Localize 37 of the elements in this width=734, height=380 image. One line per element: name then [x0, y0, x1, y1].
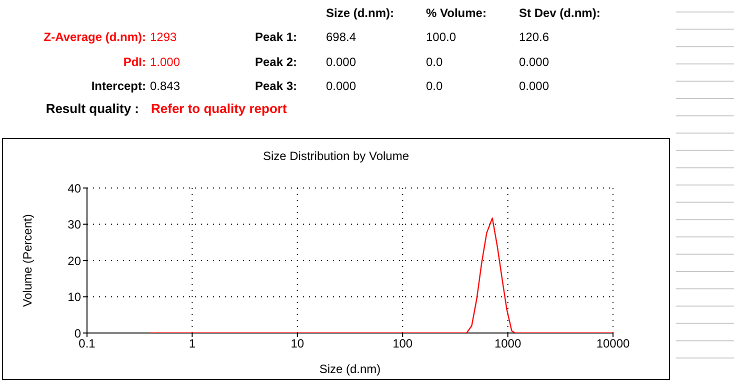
text: 1.000 — [150, 55, 180, 69]
chart-title: Size Distribution by Volume — [262, 149, 410, 163]
x-tick-label: 100 — [392, 336, 413, 351]
text: 0.000 — [326, 55, 356, 69]
text: 0.000 — [519, 55, 550, 69]
text: 698.4 — [326, 30, 356, 44]
y-tick-label: 10 — [68, 290, 82, 304]
text: Intercept: — [91, 79, 146, 93]
text: 100.0 — [426, 30, 456, 44]
x-tick-label: 1 — [188, 336, 196, 351]
text: St Dev (d.nm): — [519, 6, 600, 20]
y-tick-label: 20 — [68, 254, 82, 268]
text: % Volume: — [426, 6, 486, 20]
text: 0.0 — [426, 79, 443, 93]
text: Refer to quality report — [151, 101, 287, 116]
text: Peak 2: — [254, 55, 297, 69]
x-axis-title: Size (d.nm) — [319, 362, 381, 376]
text: Peak 1: — [254, 30, 297, 44]
y-tick-label: 30 — [68, 218, 82, 232]
y-tick-label: 0 — [74, 326, 82, 340]
text: PdI: — [123, 55, 146, 69]
x-tick-label: 1000 — [494, 336, 522, 351]
text: 0.000 — [519, 79, 550, 93]
text: Size (d.nm): — [326, 6, 394, 20]
text: 120.6 — [519, 30, 550, 44]
text: 0.000 — [326, 79, 356, 93]
text: Result quality : — [46, 101, 139, 116]
y-tick-label: 40 — [68, 181, 82, 196]
text: 0.843 — [150, 79, 180, 93]
text: Peak 3: — [254, 79, 297, 93]
x-tick-label: 0.1 — [78, 336, 96, 351]
text: 1293 — [150, 30, 177, 44]
text: Z-Average (d.nm): — [44, 30, 146, 44]
text: 0.0 — [426, 55, 443, 69]
x-tick-label: 10 — [290, 336, 304, 351]
y-axis-title: Volume (Percent) — [20, 214, 34, 307]
x-tick-label: 10000 — [596, 336, 630, 351]
